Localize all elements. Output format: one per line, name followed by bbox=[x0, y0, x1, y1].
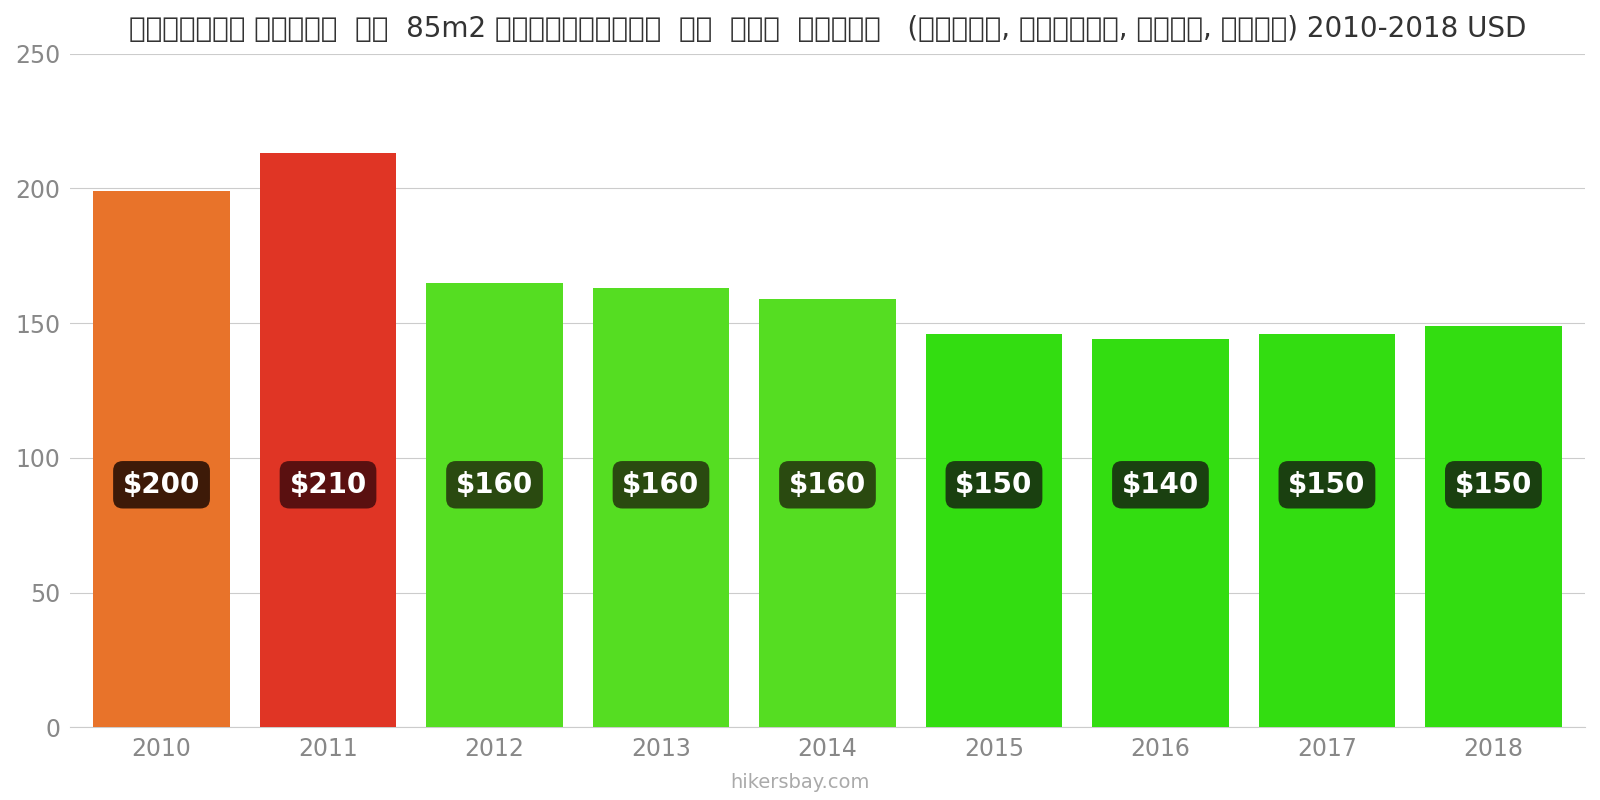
Text: $200: $200 bbox=[123, 470, 200, 498]
Bar bbox=[1093, 339, 1229, 727]
Text: $150: $150 bbox=[1454, 470, 1533, 498]
Text: $160: $160 bbox=[456, 470, 533, 498]
Text: hikersbay.com: hikersbay.com bbox=[730, 773, 870, 792]
Text: $160: $160 bbox=[622, 470, 699, 498]
Bar bbox=[259, 154, 397, 727]
Title: संयुक्त राज्य  एक  85m2 अपार्टमेंट  के  लिए  शुल्क   (बिजली, हीटिंग, पानी, कचरा): संयुक्त राज्य एक 85m2 अपार्टमेंट के लिए … bbox=[128, 15, 1526, 43]
Bar bbox=[93, 191, 230, 727]
Bar bbox=[1426, 326, 1562, 727]
Text: $150: $150 bbox=[1288, 470, 1366, 498]
Text: $210: $210 bbox=[290, 470, 366, 498]
Text: $160: $160 bbox=[789, 470, 866, 498]
Bar bbox=[426, 282, 563, 727]
Text: $140: $140 bbox=[1122, 470, 1198, 498]
Text: $150: $150 bbox=[955, 470, 1032, 498]
Bar bbox=[926, 334, 1062, 727]
Bar bbox=[592, 288, 730, 727]
Bar bbox=[1259, 334, 1395, 727]
Bar bbox=[760, 299, 896, 727]
